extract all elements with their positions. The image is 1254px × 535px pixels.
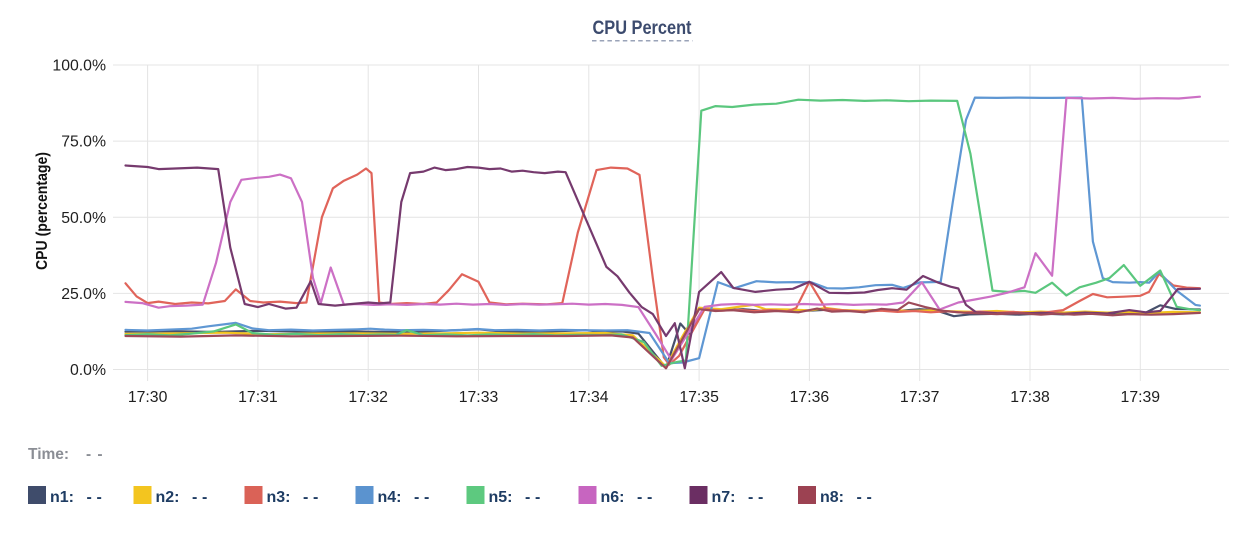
svg-text:n8:: n8: xyxy=(820,489,844,506)
svg-text:--: -- xyxy=(748,489,763,506)
svg-text:17:33: 17:33 xyxy=(459,389,499,406)
svg-text:75.0%: 75.0% xyxy=(61,134,106,151)
svg-text:17:30: 17:30 xyxy=(128,389,168,406)
svg-text:17:36: 17:36 xyxy=(790,389,830,406)
svg-text:--: -- xyxy=(525,489,540,506)
svg-text:--: -- xyxy=(192,489,207,506)
svg-text:--: -- xyxy=(857,489,872,506)
svg-text:--: -- xyxy=(637,489,652,506)
svg-text:50.0%: 50.0% xyxy=(61,210,106,227)
svg-text:--: -- xyxy=(87,489,102,506)
svg-text:--: -- xyxy=(414,489,429,506)
svg-text:n6:: n6: xyxy=(601,489,625,506)
svg-text:n7:: n7: xyxy=(712,489,736,506)
svg-text:17:34: 17:34 xyxy=(569,389,609,406)
svg-text:17:35: 17:35 xyxy=(679,389,719,406)
svg-text:100.0%: 100.0% xyxy=(52,58,106,75)
svg-text:--: -- xyxy=(86,446,103,463)
svg-text:25.0%: 25.0% xyxy=(61,286,106,303)
svg-text:n2:: n2: xyxy=(156,489,180,506)
svg-text:CPU Percent: CPU Percent xyxy=(593,18,693,39)
svg-text:17:39: 17:39 xyxy=(1121,389,1161,406)
svg-text:17:31: 17:31 xyxy=(238,389,278,406)
svg-text:Time:: Time: xyxy=(28,446,69,463)
svg-text:17:32: 17:32 xyxy=(348,389,388,406)
svg-text:n4:: n4: xyxy=(378,489,402,506)
svg-text:n3:: n3: xyxy=(267,489,291,506)
svg-text:n5:: n5: xyxy=(489,489,513,506)
svg-text:n1:: n1: xyxy=(50,489,74,506)
svg-text:0.0%: 0.0% xyxy=(70,362,106,379)
svg-text:17:37: 17:37 xyxy=(900,389,940,406)
svg-text:17:38: 17:38 xyxy=(1010,389,1050,406)
svg-text:CPU (percentage): CPU (percentage) xyxy=(34,152,51,270)
svg-text:--: -- xyxy=(303,489,318,506)
